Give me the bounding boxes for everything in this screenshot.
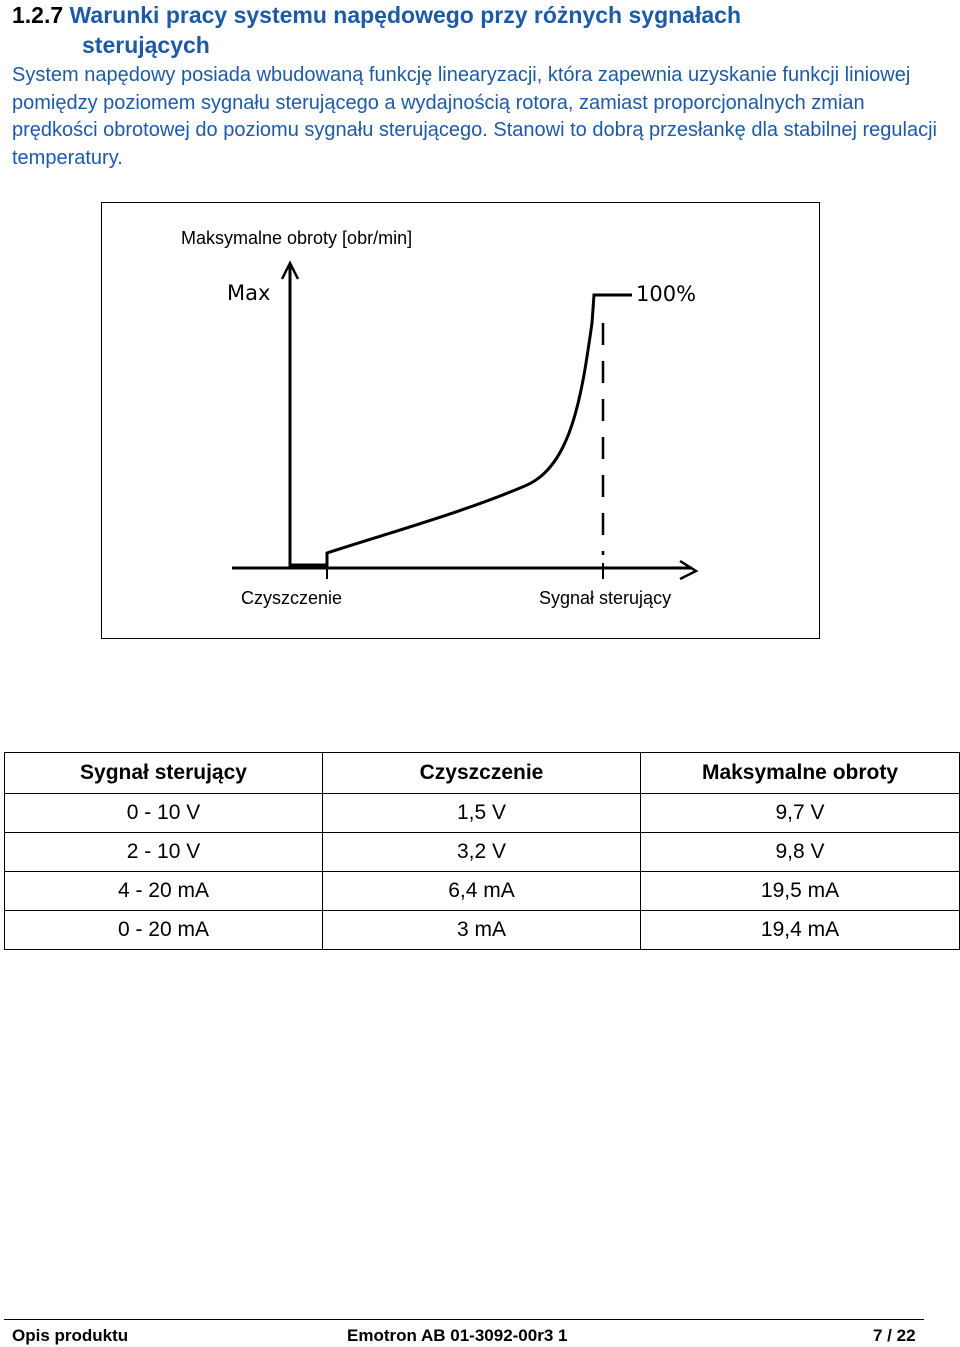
- table-cell: 9,7 V: [640, 793, 960, 833]
- section-heading: 1.2.7 Warunki pracy systemu napędowego p…: [12, 0, 912, 60]
- table-cell: 19,4 mA: [640, 910, 960, 950]
- table-row: 2 - 10 V 3,2 V 9,8 V: [4, 832, 960, 872]
- table-cell: 6,4 mA: [322, 871, 641, 911]
- footer-section: Opis produktu: [12, 1326, 129, 1345]
- table-cell: 2 - 10 V: [4, 832, 323, 872]
- table-header-cleaning: Czyszczenie: [322, 752, 641, 794]
- table-row: 0 - 10 V 1,5 V 9,7 V: [4, 793, 960, 833]
- figure-x-label-signal: Sygnał sterujący: [539, 588, 672, 608]
- signal-table: Sygnał sterujący Czyszczenie Maksymalne …: [4, 752, 960, 950]
- table-row: 0 - 20 mA 3 mA 19,4 mA: [4, 910, 960, 950]
- table-cell: 19,5 mA: [640, 871, 960, 911]
- table-header-signal: Sygnał sterujący: [4, 752, 323, 794]
- table-cell: 4 - 20 mA: [4, 871, 323, 911]
- figure-y-label: Maksymalne obroty [obr/min]: [181, 228, 413, 248]
- table-cell: 0 - 10 V: [4, 793, 323, 833]
- table-cell: 3,2 V: [322, 832, 641, 872]
- speed-curve-figure: Max 100% Maksymalne obroty [obr/min] Czy…: [101, 202, 820, 639]
- footer-doc-id: Emotron AB 01-3092-00r3 1: [347, 1326, 568, 1345]
- percent-label: 100%: [636, 282, 696, 306]
- section-title-line1: Warunki pracy systemu napędowego przy ró…: [69, 2, 741, 28]
- speed-curve-svg: Max 100%: [227, 260, 699, 581]
- footer-page-number: 7 / 22: [873, 1326, 916, 1345]
- table-cell: 0 - 20 mA: [4, 910, 323, 950]
- figure-x-label-cleaning: Czyszczenie: [241, 588, 343, 608]
- footer-divider: [4, 1319, 924, 1320]
- section-number: 1.2.7: [12, 2, 64, 28]
- x-axis-arrow: [679, 559, 699, 581]
- max-label: Max: [227, 281, 270, 305]
- intro-paragraph: System napędowy posiada wbudowaną funkcj…: [12, 64, 937, 169]
- table-cell: 3 mA: [322, 910, 641, 950]
- table-cell: 9,8 V: [640, 832, 960, 872]
- section-title-line2: sterujących: [82, 32, 210, 58]
- table-row: 4 - 20 mA 6,4 mA 19,5 mA: [4, 871, 960, 911]
- y-axis-arrow: [280, 260, 300, 280]
- table-header-row: Sygnał sterujący Czyszczenie Maksymalne …: [4, 752, 960, 794]
- speed-curve: [290, 293, 632, 567]
- table-header-max-speed: Maksymalne obroty: [640, 752, 960, 794]
- table-cell: 1,5 V: [322, 793, 641, 833]
